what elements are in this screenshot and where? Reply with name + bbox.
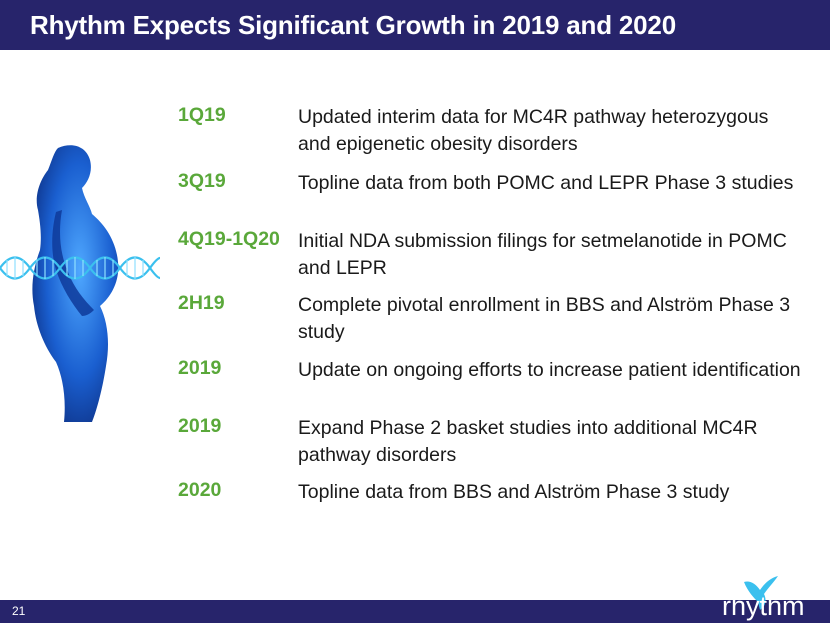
milestone-description: Topline data from both POMC and LEPR Pha… xyxy=(298,172,794,194)
footer-bar xyxy=(0,600,830,623)
milestone-description: Update on ongoing efforts to increase pa… xyxy=(298,359,801,381)
milestone-row: 1Q19 Updated interim data for MC4R pathw… xyxy=(178,104,818,170)
hummingbird-icon xyxy=(744,576,778,610)
milestone-list: 1Q19 Updated interim data for MC4R pathw… xyxy=(178,104,818,509)
logo-wordmark: rhythm xyxy=(722,591,805,621)
slide-title: Rhythm Expects Significant Growth in 201… xyxy=(30,10,676,40)
milestone-period: 2H19 xyxy=(178,292,225,314)
milestone-description: Initial NDA submission filings for setme… xyxy=(298,230,787,279)
milestone-row: 2019 Expand Phase 2 basket studies into … xyxy=(178,415,818,479)
milestone-description: Topline data from BBS and Alström Phase … xyxy=(298,481,730,503)
page-number: 21 xyxy=(12,604,26,618)
arm-silhouette xyxy=(52,210,94,316)
milestone-period: 3Q19 xyxy=(178,170,226,192)
silhouette-dna-illustration xyxy=(0,145,160,423)
milestone-row: 2H19 Complete pivotal enrollment in BBS … xyxy=(178,292,818,357)
body-silhouette xyxy=(32,145,119,423)
title-bar xyxy=(0,0,830,50)
milestone-description: Updated interim data for MC4R pathway he… xyxy=(298,106,769,155)
dna-rungs xyxy=(6,257,144,279)
milestone-description: Expand Phase 2 basket studies into addit… xyxy=(298,417,758,466)
milestone-description: Complete pivotal enrollment in BBS and A… xyxy=(298,294,791,343)
milestone-row: 3Q19 Topline data from both POMC and LEP… xyxy=(178,170,818,228)
milestone-row: 2019 Update on ongoing efforts to increa… xyxy=(178,357,818,415)
milestone-period: 2020 xyxy=(178,479,222,501)
rhythm-logo: rhythm xyxy=(722,576,822,624)
milestone-period: 2019 xyxy=(178,357,222,379)
milestone-period: 1Q19 xyxy=(178,104,226,126)
milestone-period: 4Q19-1Q20 xyxy=(178,228,280,250)
dna-helix xyxy=(0,256,160,280)
milestone-row: 2020 Topline data from BBS and Alström P… xyxy=(178,479,818,509)
milestone-period: 2019 xyxy=(178,415,222,437)
milestone-row: 4Q19-1Q20 Initial NDA submission filings… xyxy=(178,228,818,292)
